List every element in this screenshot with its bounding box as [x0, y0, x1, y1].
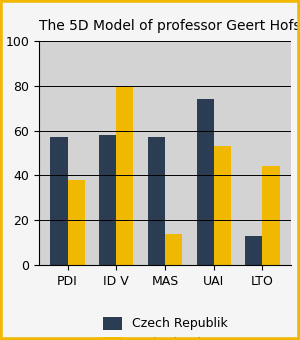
Bar — [50, 137, 68, 265]
Bar — [68, 180, 85, 265]
Legend: Czech Republik, Netherlands: Czech Republik, Netherlands — [98, 312, 232, 340]
Bar — [262, 167, 280, 265]
Bar — [148, 137, 165, 265]
Bar — [99, 135, 116, 265]
Text: The 5D Model of professor Geert Hofstede: The 5D Model of professor Geert Hofstede — [39, 19, 300, 33]
Bar — [165, 234, 182, 265]
Bar — [245, 236, 262, 265]
Bar — [116, 86, 133, 265]
Bar — [214, 146, 231, 265]
Bar — [197, 99, 214, 265]
